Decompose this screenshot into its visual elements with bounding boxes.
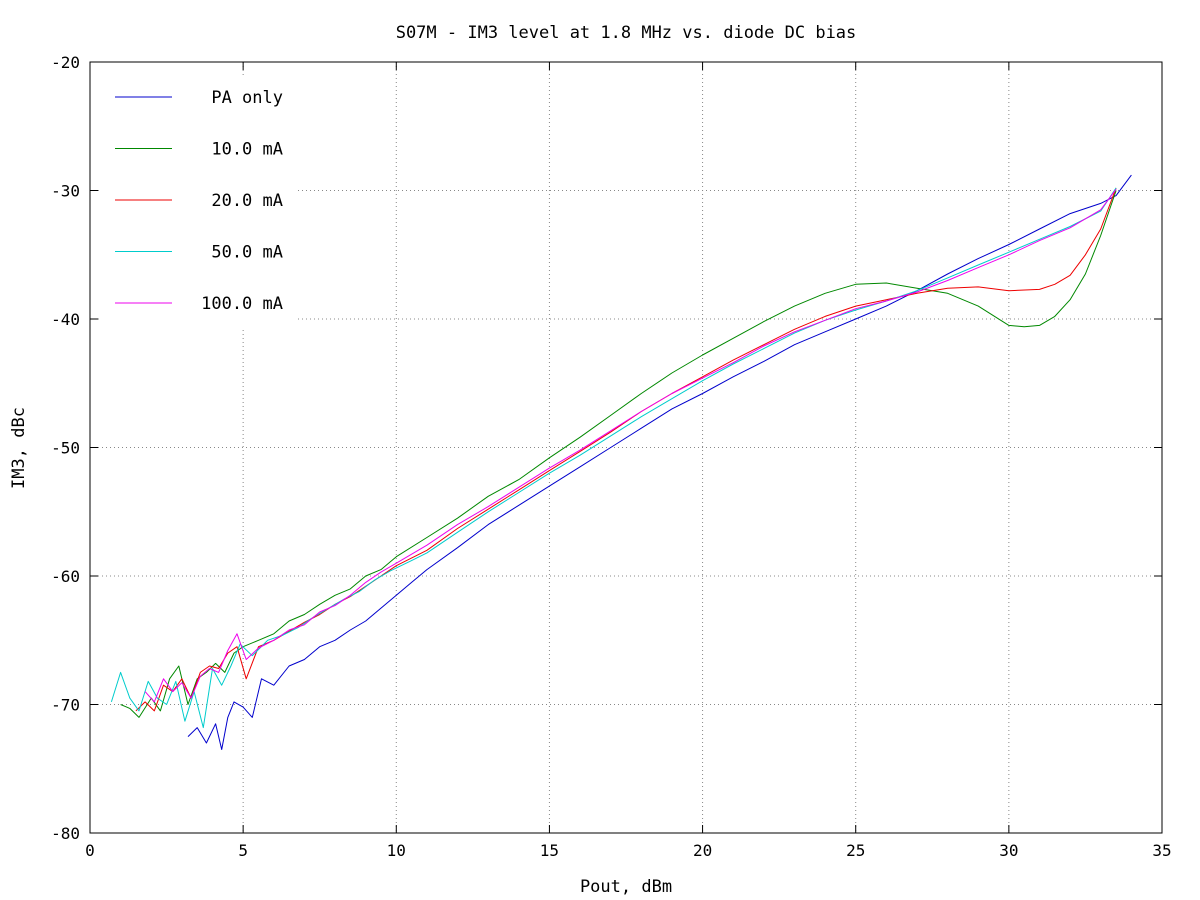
y-tick-label: -20 — [51, 53, 80, 72]
chart-title: S07M - IM3 level at 1.8 MHz vs. diode DC… — [396, 23, 857, 43]
series-line-0 — [187, 174, 1132, 750]
legend-label: PA only — [211, 88, 283, 108]
x-tick-label: 5 — [238, 841, 248, 860]
series-line-2 — [135, 187, 1117, 712]
y-tick-label: -40 — [51, 310, 80, 329]
x-tick-label: 35 — [1152, 841, 1171, 860]
y-axis-label: IM3, dBc — [9, 407, 29, 489]
x-tick-label: 10 — [387, 841, 406, 860]
legend-background — [100, 76, 298, 328]
x-tick-label: 30 — [999, 841, 1018, 860]
x-tick-label: 25 — [846, 841, 865, 860]
legend-label: 100.0 mA — [201, 294, 283, 314]
legend-label: 50.0 mA — [211, 243, 283, 263]
legend: PA only 10.0 mA 20.0 mA 50.0 mA 100.0 mA — [100, 76, 298, 328]
x-tick-label: 15 — [540, 841, 559, 860]
y-tick-label: -30 — [51, 182, 80, 201]
series-lines — [110, 174, 1132, 750]
y-tick-label: -60 — [51, 567, 80, 586]
x-axis-label: Pout, dBm — [580, 877, 672, 897]
series-line-4 — [144, 188, 1117, 703]
y-tick-label: -50 — [51, 439, 80, 458]
legend-label: 10.0 mA — [211, 140, 283, 160]
x-tick-label: 20 — [693, 841, 712, 860]
y-tick-label: -80 — [51, 824, 80, 843]
x-tick-label: 0 — [85, 841, 95, 860]
y-tick-label: -70 — [51, 696, 80, 715]
legend-label: 20.0 mA — [211, 191, 283, 211]
axis-ticks: 0 5 10 15 20 25 30 35 -80 -70 -60 -50 -40 -30 -20 — [51, 53, 1172, 860]
